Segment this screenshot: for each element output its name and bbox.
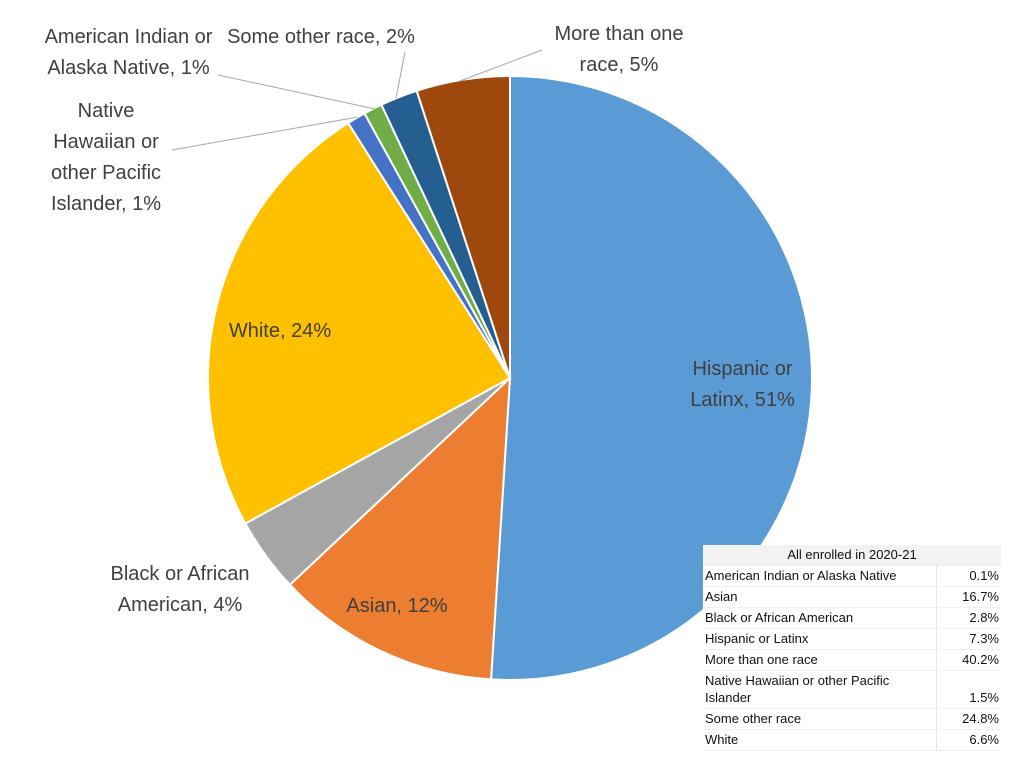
data-label-more-than-one-race: More than one race, 5% [554, 23, 684, 76]
table-cell-label: Black or African American [703, 607, 937, 629]
table-title-row: All enrolled in 2020-21 [703, 545, 1001, 566]
enrollment-table: All enrolled in 2020-21 American Indian … [703, 545, 1001, 751]
table-row: Some other race 24.8% [703, 708, 1001, 730]
table-cell-value: 24.8% [936, 708, 1001, 730]
table-cell-value: 2.8% [936, 607, 1001, 629]
table-cell-value: 40.2% [936, 649, 1001, 671]
table-cell-label: More than one race [703, 649, 937, 671]
leader-line-native-hawaiian [171, 116, 359, 151]
table-cell-value: 0.1% [936, 565, 1001, 587]
leader-line-more-than-one-race [459, 49, 543, 82]
data-label-some-other-race: Some other race, 2% [227, 26, 415, 48]
table-row: Native Hawaiian or other Pacific Islande… [703, 670, 1001, 709]
table-cell-value: 1.5% [936, 670, 1001, 709]
table-cell-value: 16.7% [936, 586, 1001, 608]
table-cell-label: Asian [703, 586, 937, 608]
table-row: More than one race 40.2% [703, 649, 1001, 671]
table-cell-value: 7.3% [936, 628, 1001, 650]
table-title: All enrolled in 2020-21 [703, 545, 1001, 566]
table-row: Black or African American 2.8% [703, 607, 1001, 629]
data-label-native-hawaiian: Native Hawaiian or other Pacific Islande… [50, 100, 162, 215]
table-cell-label: White [703, 729, 937, 751]
table-row: Asian 16.7% [703, 586, 1001, 608]
data-label-american-indian: American Indian or Alaska Native, 1% [44, 26, 213, 79]
table-row: White 6.6% [703, 729, 1001, 751]
table-cell-label: Hispanic or Latinx [703, 628, 937, 650]
table-cell-label: American Indian or Alaska Native [703, 565, 937, 587]
data-label-white: White, 24% [228, 320, 332, 342]
data-label-hispanic: Hispanic or Latinx, 51% [690, 358, 795, 411]
table-row: Hispanic or Latinx 7.3% [703, 628, 1001, 650]
data-label-black: Black or African American, 4% [110, 563, 250, 616]
leader-line-american-indian [217, 74, 376, 110]
table-cell-value: 6.6% [936, 729, 1001, 751]
table-cell-label: Some other race [703, 708, 937, 730]
pie-slice-hispanic [489, 74, 813, 681]
table-cell-label: Native Hawaiian or other Pacific Islande… [703, 670, 937, 709]
pie-slice-asian [288, 375, 512, 681]
pie-slice-white [207, 121, 512, 525]
table-row: American Indian or Alaska Native 0.1% [703, 565, 1001, 587]
leader-line-some-other-race [395, 51, 406, 99]
data-label-asian: Asian, 12% [346, 595, 448, 617]
